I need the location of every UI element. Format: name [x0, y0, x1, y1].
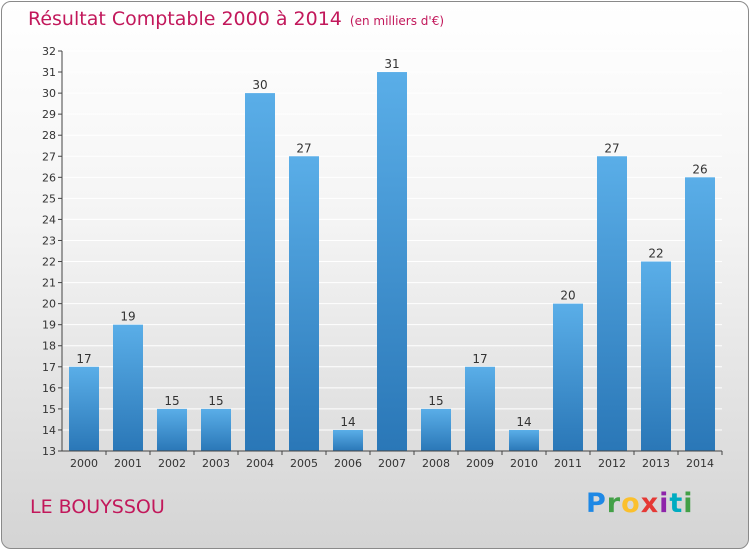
- bar-2008: [421, 408, 451, 451]
- data-label-2008: 15: [428, 394, 443, 408]
- y-tick-label: 25: [42, 192, 56, 205]
- data-label-2001: 19: [120, 310, 135, 324]
- bar-2010: [509, 429, 539, 451]
- x-tick-label-2010: 2010: [510, 457, 538, 470]
- x-tick-label-2004: 2004: [246, 457, 274, 470]
- x-tick-label-2014: 2014: [686, 457, 714, 470]
- y-tick-label: 23: [42, 234, 56, 247]
- commune-name: LE BOUYSSOU: [30, 496, 165, 518]
- y-tick-label: 19: [42, 319, 56, 332]
- data-label-2003: 15: [208, 394, 223, 408]
- bar-2009: [465, 366, 495, 451]
- proxiti-logo: Proxiti: [586, 488, 694, 519]
- x-tick-label-2001: 2001: [114, 457, 142, 470]
- data-label-2007: 31: [384, 57, 399, 71]
- data-label-2011: 20: [560, 289, 575, 303]
- data-label-2004: 30: [252, 78, 267, 92]
- y-tick-label: 13: [42, 445, 56, 458]
- x-tick-label-2009: 2009: [466, 457, 494, 470]
- data-label-2002: 15: [164, 394, 179, 408]
- bar-2012: [597, 156, 627, 451]
- bar-2014: [685, 177, 715, 451]
- x-tick-label-2012: 2012: [598, 457, 626, 470]
- data-label-2009: 17: [472, 352, 487, 366]
- data-label-2006: 14: [340, 415, 355, 429]
- bar-2000: [69, 366, 99, 451]
- bar-2006: [333, 429, 363, 451]
- y-tick-label: 16: [42, 382, 56, 395]
- x-tick-label-2011: 2011: [554, 457, 582, 470]
- y-tick-label: 15: [42, 403, 56, 416]
- chart-title: Résultat Comptable 2000 à 2014 (en millie…: [28, 8, 445, 30]
- bar-2001: [113, 324, 143, 451]
- bar-2011: [553, 303, 583, 451]
- bar-2003: [201, 408, 231, 451]
- y-tick-label: 20: [42, 298, 56, 311]
- x-tick-label-2006: 2006: [334, 457, 362, 470]
- y-tick-label: 28: [42, 129, 56, 142]
- y-tick-label: 27: [42, 150, 56, 163]
- y-tick-label: 21: [42, 277, 56, 290]
- bar-2002: [157, 408, 187, 451]
- x-tick-label-2007: 2007: [378, 457, 406, 470]
- y-tick-label: 32: [42, 45, 56, 58]
- x-tick-label-2003: 2003: [202, 457, 230, 470]
- x-tick-label-2002: 2002: [158, 457, 186, 470]
- bar-2005: [289, 156, 319, 451]
- x-tick-label-2000: 2000: [70, 457, 98, 470]
- x-tick-label-2005: 2005: [290, 457, 318, 470]
- y-tick-label: 29: [42, 108, 56, 121]
- data-label-2005: 27: [296, 141, 311, 155]
- data-label-2000: 17: [76, 352, 91, 366]
- y-tick-label: 22: [42, 256, 56, 269]
- chart-subtitle: (en milliers d'€): [349, 14, 445, 28]
- y-tick-label: 17: [42, 361, 56, 374]
- y-tick-label: 31: [42, 66, 56, 79]
- y-tick-label: 18: [42, 340, 56, 353]
- bar-2013: [641, 261, 671, 451]
- y-tick-label: 30: [42, 87, 56, 100]
- data-label-2014: 26: [692, 162, 707, 176]
- y-tick-label: 24: [42, 213, 56, 226]
- x-tick-label-2013: 2013: [642, 457, 670, 470]
- data-label-2010: 14: [516, 415, 531, 429]
- data-label-2013: 22: [648, 247, 663, 261]
- data-label-2012: 27: [604, 141, 619, 155]
- bar-2004: [245, 93, 275, 452]
- y-tick-label: 14: [42, 424, 56, 437]
- bar-2007: [377, 72, 407, 451]
- x-tick-label-2008: 2008: [422, 457, 450, 470]
- y-tick-label: 26: [42, 171, 56, 184]
